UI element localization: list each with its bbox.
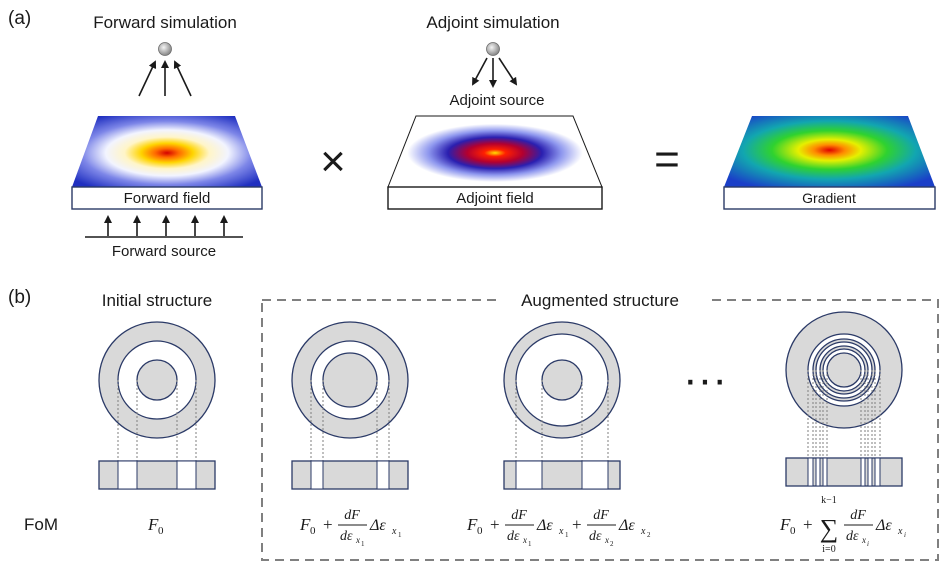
structure-augmented-2-top-view xyxy=(503,321,621,439)
formulak-sum-lower: i=0 xyxy=(822,544,835,555)
formula2-delta2-x: x xyxy=(640,526,646,537)
formula2-deps1-x: x xyxy=(522,535,527,545)
formula2-delta1-x: x xyxy=(558,526,564,537)
structure-initial-projection-lines xyxy=(117,380,197,461)
fom-label: FoM xyxy=(24,515,58,534)
formula2-deps2-2: 2 xyxy=(610,540,614,548)
forward-detector-ball-icon xyxy=(158,42,172,56)
formulak-plus: + xyxy=(803,515,813,534)
formulak-deps: dε xyxy=(846,529,859,544)
structure-augmented-1-top-view xyxy=(291,321,409,439)
formula2-deps2-x: x xyxy=(604,535,609,545)
structure-augmented-1-projection-lines xyxy=(310,380,390,461)
adjoint-source-label: Adjoint source xyxy=(449,92,544,109)
forward-field-slab xyxy=(71,186,263,210)
formula1-deps: dε xyxy=(340,529,353,544)
gradient-slab xyxy=(723,186,936,210)
formulak-f-sub: 0 xyxy=(790,525,796,537)
fom-formula-2: F 0 + dF dε x 1 Δε x 1 + dF dε x 2 Δε x … xyxy=(466,508,651,548)
formula2-delta1-1: 1 xyxy=(565,531,569,539)
augmented-structure-title: Augmented structure xyxy=(521,291,679,310)
formula2-f: F xyxy=(466,515,478,534)
structure-initial-top-view xyxy=(98,321,216,439)
formulak-f: F xyxy=(779,515,791,534)
forward-field-surface xyxy=(72,116,262,187)
formulak-sum-symbol: ∑ xyxy=(820,514,839,543)
structure-augmented-2-projection-lines xyxy=(515,380,609,461)
formula2-delta-eps1: Δε xyxy=(536,517,553,534)
formulak-deps-i: i xyxy=(867,540,869,548)
formulak-dF: dF xyxy=(850,508,866,523)
forward-source-arrows xyxy=(104,215,228,236)
structure-augmented-2-cross-section xyxy=(503,460,621,490)
formula1-delta-x: x xyxy=(391,526,397,537)
adjoint-simulation-title: Adjoint simulation xyxy=(426,13,559,32)
structure-augmented-k-cross-section xyxy=(785,457,903,487)
adjoint-field-label: Adjoint field xyxy=(456,190,534,207)
forward-source-label: Forward source xyxy=(112,243,216,260)
gradient-label: Gradient xyxy=(802,190,856,206)
gradient-surface xyxy=(724,116,935,187)
formula2-dF2: dF xyxy=(593,508,609,523)
adjoint-field-surface xyxy=(387,115,603,188)
formula1-delta-eps: Δε xyxy=(369,517,386,534)
formulak-deps-x: x xyxy=(861,535,866,545)
formula2-delta-eps2: Δε xyxy=(618,517,635,534)
formulak-delta-i: i xyxy=(904,531,906,539)
adjoint-source-ball-icon xyxy=(486,42,500,56)
ellipsis: ··· xyxy=(683,355,727,404)
equals-symbol: = xyxy=(654,135,680,184)
f0-subscript: 0 xyxy=(158,525,164,537)
fom-initial: F 0 xyxy=(147,515,164,537)
formula1-plus: + xyxy=(323,515,333,534)
adjoint-arrows-down xyxy=(472,57,518,88)
formula2-delta2-2: 2 xyxy=(647,531,651,539)
augmented-title-bg xyxy=(496,287,706,313)
formula1-dF: dF xyxy=(344,508,360,523)
formula2-dF1: dF xyxy=(511,508,527,523)
structure-initial xyxy=(98,321,216,490)
formula1-deps-x: x xyxy=(355,535,360,545)
structure-initial-cross-section xyxy=(98,460,216,490)
formula2-plus2: + xyxy=(572,515,582,534)
structure-augmented-k-projection-lines xyxy=(807,370,881,458)
fom-formula-1: F 0 + dF dε x 1 Δε x 1 xyxy=(299,508,402,548)
forward-simulation-title: Forward simulation xyxy=(93,13,237,32)
formulak-delta-eps: Δε xyxy=(875,517,892,534)
panel-a-label: (a) xyxy=(8,8,31,29)
initial-structure-title: Initial structure xyxy=(102,291,213,310)
structure-augmented-1 xyxy=(291,321,409,490)
adjoint-field-slab xyxy=(387,186,603,210)
forward-arrows-up xyxy=(138,60,192,97)
structure-augmented-k xyxy=(785,311,903,487)
formula1-f: F xyxy=(299,515,311,534)
structure-augmented-2 xyxy=(503,321,621,490)
formula2-plus1: + xyxy=(490,515,500,534)
fom-formula-k: F 0 + k−1 ∑ i=0 dF dε x i Δε x i xyxy=(779,495,906,555)
formula2-f-sub: 0 xyxy=(477,525,483,537)
f0-symbol: F xyxy=(147,515,159,534)
forward-field-label: Forward field xyxy=(124,190,211,207)
formula2-deps2: dε xyxy=(589,529,602,544)
panel-b-label: (b) xyxy=(8,287,31,308)
formula2-deps1-1: 1 xyxy=(528,540,532,548)
structure-augmented-k-top-view xyxy=(785,311,903,429)
formulak-delta-x: x xyxy=(897,526,903,537)
formulak-sum-upper: k−1 xyxy=(821,495,837,506)
formula2-deps1: dε xyxy=(507,529,520,544)
formula1-deps-1: 1 xyxy=(361,540,365,548)
structure-augmented-1-cross-section xyxy=(291,460,409,490)
times-symbol: × xyxy=(320,137,346,186)
formula1-delta-1: 1 xyxy=(398,531,402,539)
formula1-f-sub: 0 xyxy=(310,525,316,537)
